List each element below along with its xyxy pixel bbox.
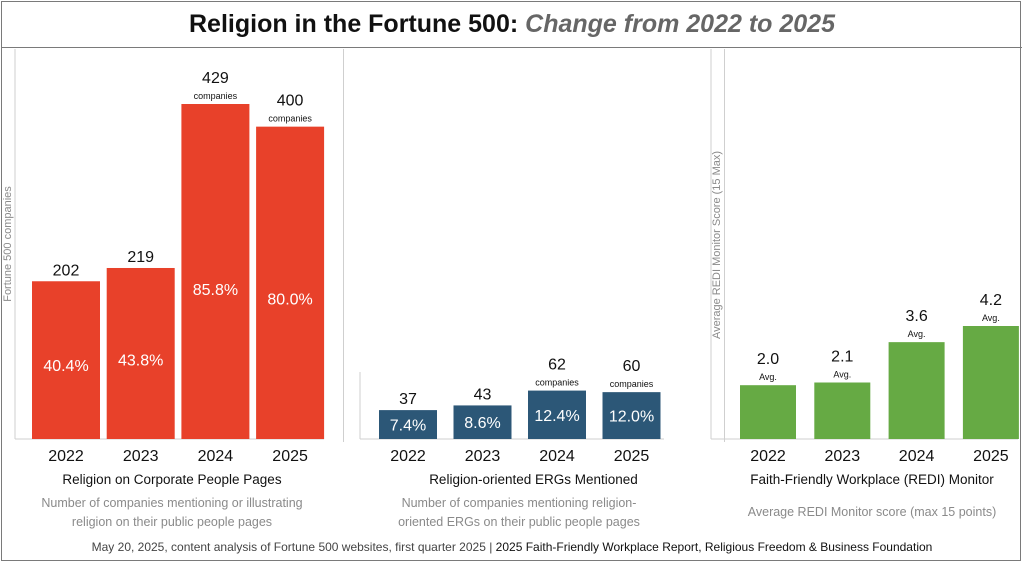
- panel3-y-axis-label: Average REDI Monitor Score (15 Max): [711, 151, 723, 339]
- panel1-percent-label-2025: 80.0%: [267, 292, 312, 309]
- panel2-bar-2023: [453, 405, 512, 439]
- panel1-value-label-2025: 400: [277, 93, 304, 110]
- panel3-x-tick-2024: 2024: [899, 448, 935, 465]
- panel-divider-1: [343, 49, 344, 442]
- panel2-subtitle: Number of companies mentioning religion-…: [398, 496, 640, 529]
- panel3-subtitle: Average REDI Monitor score (max 15 point…: [747, 505, 997, 519]
- panel1-subtitle: Number of companies mentioning or illust…: [41, 496, 303, 529]
- panel2-value-label-2025: 60: [623, 358, 641, 375]
- title-main: Religion in the Fortune 500:: [189, 10, 519, 38]
- panel2-bar-2024: [528, 390, 586, 439]
- panel2-percent-label-2024: 12.4%: [534, 408, 579, 425]
- footer-source: May 20, 2025, content analysis of Fortun…: [91, 540, 486, 554]
- panel3-unit-label-2025: Avg.: [982, 313, 1000, 323]
- panel2-percent-label-2023: 8.6%: [464, 415, 500, 432]
- panel1-bar-2022: [32, 281, 100, 439]
- panel3-x-tick-2025: 2025: [973, 448, 1009, 465]
- panel2-bar-2022: [379, 410, 437, 439]
- footer-separator: |: [485, 540, 496, 554]
- panel1-percent-label-2022: 40.4%: [43, 358, 88, 375]
- panel1-bar-2025: [256, 126, 325, 439]
- panel1-unit-label-2024: companies: [194, 91, 238, 101]
- panel3-title: Faith-Friendly Workplace (REDI) Monitor: [750, 472, 994, 487]
- panel2-percent-label-2022: 7.4%: [390, 418, 426, 435]
- panel3-value-label-2022: 2.0: [757, 351, 779, 368]
- title-subtitle: Change from 2022 to 2025: [525, 10, 835, 38]
- panel3-x-tick-2022: 2022: [750, 448, 786, 465]
- panel2-x-tick-2023: 2023: [465, 448, 501, 465]
- panel1-value-label-2022: 202: [53, 262, 80, 279]
- panel2-percent-label-2025: 12.0%: [609, 409, 654, 426]
- charts-canvas: Fortune 500 companies 2022 202 40.4% 2023 219…: [2, 49, 1019, 465]
- panel3-x-tick-2023: 2023: [825, 448, 861, 465]
- panel3-bar-2025: [962, 326, 1019, 439]
- panel3-bar-2023: [814, 382, 871, 439]
- panel2-title: Religion-oriented ERGs Mentioned: [429, 472, 638, 487]
- panel1-x-tick-2022: 2022: [48, 448, 84, 465]
- panel2-unit-label-2024: companies: [535, 378, 579, 388]
- panel1-unit-label-2025: companies: [268, 114, 312, 124]
- panel3-unit-label-2022: Avg.: [759, 372, 777, 382]
- panel1-y-axis-label: Fortune 500 companies: [2, 186, 14, 302]
- panel3-bar-2024: [888, 342, 945, 439]
- panel2-unit-label-2025: companies: [610, 379, 654, 389]
- panel1-title: Religion on Corporate People Pages: [62, 472, 282, 487]
- panel1-x-tick-2024: 2024: [198, 448, 234, 465]
- panel-divider-2: [724, 49, 725, 442]
- panel1-x-tick-2025: 2025: [272, 448, 308, 465]
- panel3-value-label-2023: 2.1: [831, 349, 853, 366]
- panel1-percent-label-2024: 85.8%: [193, 282, 238, 299]
- panel2-value-label-2022: 37: [399, 391, 417, 408]
- panel1-bar-2024: [181, 104, 250, 439]
- panel2-bar-2025: [602, 392, 661, 439]
- panel2-x-tick-2022: 2022: [390, 448, 426, 465]
- panel2-value-label-2023: 43: [474, 386, 492, 403]
- panel2-x-tick-2024: 2024: [539, 448, 575, 465]
- footer-publication: 2025 Faith-Friendly Workplace Report, Re…: [495, 540, 933, 554]
- page-title: Religion in the Fortune 500: Change from…: [2, 2, 1022, 48]
- panel3-unit-label-2024: Avg.: [908, 329, 926, 339]
- panel3-bar-2022: [740, 385, 796, 439]
- panel1-value-label-2024: 429: [202, 70, 229, 87]
- panel1-value-label-2023: 219: [127, 249, 154, 266]
- panel3-unit-label-2023: Avg.: [833, 370, 851, 380]
- panel1-bar-2023: [106, 267, 175, 439]
- panel1-x-tick-2023: 2023: [123, 448, 159, 465]
- panel2-value-label-2024: 62: [548, 357, 566, 374]
- panel3-value-label-2025: 4.2: [980, 292, 1002, 309]
- footer: May 20, 2025, content analysis of Fortun…: [2, 540, 1022, 554]
- panel2-x-tick-2025: 2025: [614, 448, 650, 465]
- panel3-value-label-2024: 3.6: [905, 308, 927, 325]
- panel1-percent-label-2023: 43.8%: [118, 352, 163, 369]
